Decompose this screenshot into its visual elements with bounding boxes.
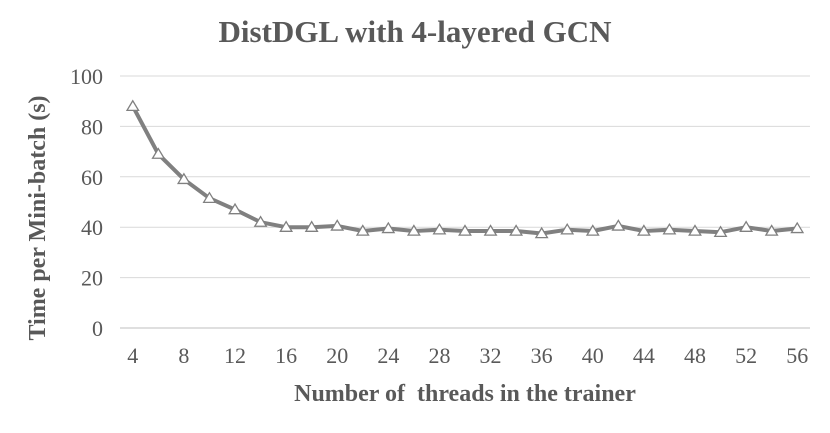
- y-tick-label: 20: [81, 266, 103, 291]
- x-tick-label: 20: [326, 343, 348, 368]
- x-tick-label: 28: [428, 343, 450, 368]
- data-point: [764, 224, 779, 236]
- data-point: [381, 221, 396, 234]
- y-tick-labels: 0 20 40 60 80 100: [70, 64, 103, 341]
- data-point: [739, 220, 754, 232]
- x-tick-labels: 4 8 12 16 20 24 28 32 36 40 44 48 52 56: [127, 343, 808, 368]
- data-point: [330, 219, 345, 231]
- x-tick-label: 52: [735, 343, 757, 368]
- data-point: [151, 147, 166, 159]
- x-tick-label: 56: [786, 343, 808, 368]
- data-point: [304, 220, 319, 232]
- x-tick-label: 8: [178, 343, 189, 368]
- data-point: [279, 220, 294, 232]
- data-point: [636, 224, 651, 236]
- data-point: [228, 202, 242, 215]
- y-axis-label: Time per Mini-batch (s): [25, 95, 51, 340]
- data-point: [355, 224, 370, 236]
- y-tick-label: 60: [81, 165, 103, 190]
- data-point: [432, 222, 447, 235]
- data-point: [688, 224, 702, 236]
- x-tick-label: 36: [531, 343, 553, 368]
- x-tick-label: 32: [480, 343, 502, 368]
- x-tick-label: 16: [275, 343, 297, 368]
- x-axis-label: Number of threads in the trainer: [294, 381, 636, 407]
- data-point: [125, 99, 140, 112]
- data-point: [509, 224, 524, 236]
- x-tick-label: 4: [127, 343, 138, 368]
- chart-title: DistDGL with 4-layered GCN: [219, 14, 612, 49]
- data-point: [534, 226, 549, 239]
- x-tick-label: 24: [377, 343, 399, 368]
- x-tick-label: 12: [224, 343, 246, 368]
- x-tick-label: 44: [633, 343, 655, 368]
- data-point: [585, 224, 600, 236]
- data-point: [611, 219, 626, 231]
- x-tick-label: 48: [684, 343, 706, 368]
- series-line: [130, 104, 800, 236]
- y-tick-label: 100: [70, 64, 103, 89]
- data-point: [406, 224, 421, 236]
- data-point: [790, 221, 805, 234]
- data-point: [483, 224, 498, 236]
- data-point: [176, 172, 191, 185]
- y-tick-label: 80: [81, 114, 103, 139]
- gridlines: [120, 75, 810, 329]
- data-point: [713, 225, 728, 238]
- data-point: [458, 224, 472, 236]
- y-tick-label: 40: [81, 215, 103, 240]
- x-tick-label: 40: [582, 343, 604, 368]
- series-layer: [125, 99, 805, 239]
- y-tick-label: 0: [92, 316, 103, 341]
- data-point: [202, 191, 217, 203]
- data-point: [662, 222, 677, 235]
- data-point: [560, 222, 575, 235]
- data-point: [253, 215, 268, 227]
